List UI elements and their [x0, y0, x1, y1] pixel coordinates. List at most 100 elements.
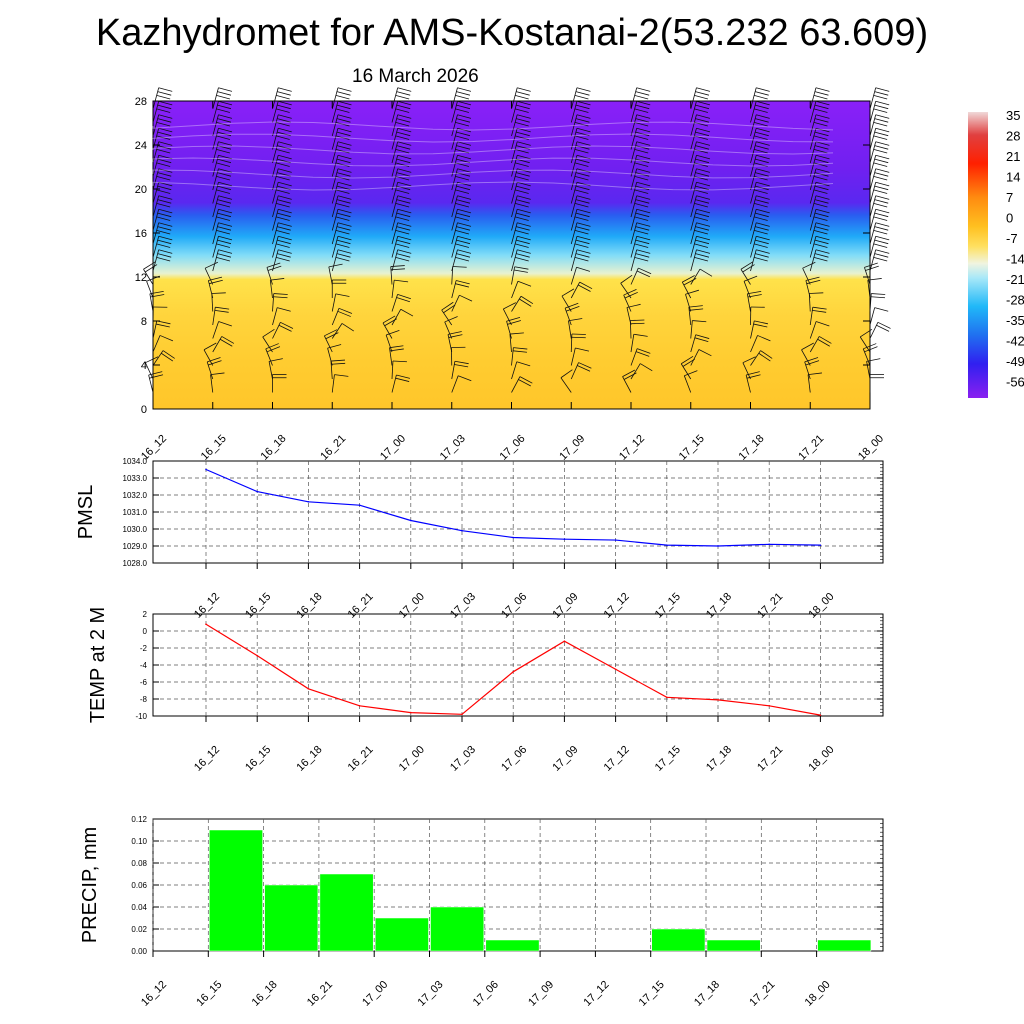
- wind-barb-feather: [755, 172, 769, 177]
- wind-barb-feather: [636, 100, 651, 106]
- wind-barb-feather: [863, 343, 877, 350]
- wind-barb-feather: [695, 91, 710, 96]
- wind-barb-feather: [337, 235, 352, 241]
- wind-barb-feather: [634, 257, 649, 262]
- data-point: [358, 705, 361, 707]
- wind-barb-feather: [457, 249, 472, 254]
- data-point: [256, 490, 259, 493]
- wind-barb-feather: [517, 141, 531, 146]
- wind-barb-feather: [695, 172, 710, 177]
- wind-barb-feather: [276, 162, 290, 167]
- wind-barb-feather: [516, 185, 530, 191]
- wind-barb-feather: [337, 114, 352, 119]
- wind-barb-feather: [875, 222, 890, 227]
- wind-barb-staff: [143, 269, 154, 285]
- wind-barb-feather: [211, 292, 226, 294]
- wind-barb-feather: [814, 131, 829, 137]
- wind-barb-feather: [458, 375, 472, 382]
- wind-barb-feather: [455, 230, 470, 235]
- data-point: [307, 688, 310, 690]
- wind-barb-feather: [278, 235, 292, 241]
- wind-barb-feather: [218, 222, 233, 227]
- colorbar-label: -56: [1006, 375, 1024, 390]
- wind-barb-feather: [755, 131, 769, 137]
- wind-barb-staff: [864, 267, 871, 285]
- data-point: [461, 529, 463, 532]
- wind-barb-feather: [396, 158, 411, 164]
- wind-barb-feather: [817, 338, 830, 347]
- wind-barb-feather: [397, 100, 412, 106]
- wind-barb-feather: [278, 168, 292, 173]
- wind-barb-feather: [216, 230, 231, 235]
- wind-barb-feather: [743, 275, 758, 282]
- wind-barb-feather: [695, 145, 710, 150]
- wind-barb-staff: [152, 236, 160, 258]
- wind-barb-staff: [502, 308, 512, 326]
- wind-barb-feather: [756, 195, 770, 200]
- wind-barb-feather: [394, 279, 409, 283]
- wind-barb-feather: [395, 135, 410, 140]
- wind-barb-feather: [873, 230, 888, 235]
- wind-barb-staff: [268, 361, 273, 380]
- wind-barb-feather: [277, 131, 291, 137]
- wind-barb-feather: [754, 149, 768, 154]
- wind-barb-feather: [156, 149, 171, 154]
- wind-barb-feather: [576, 222, 591, 227]
- precip-bar: [209, 829, 263, 952]
- wind-barb-feather: [635, 185, 650, 191]
- wind-barb-staff: [203, 349, 214, 366]
- wind-barb-feather: [575, 118, 590, 123]
- wind-barb-staff: [690, 268, 701, 285]
- wind-barb-staff: [742, 362, 751, 380]
- wind-barb-staff: [212, 87, 219, 110]
- wind-barb-feather: [516, 361, 531, 367]
- wind-barb-staff: [809, 321, 817, 339]
- wind-barb-feather: [576, 181, 591, 187]
- wind-barb-feather: [635, 351, 650, 357]
- wind-barb-feather: [575, 131, 590, 137]
- wind-barb-feather: [395, 162, 410, 167]
- wind-barb-feather: [158, 181, 173, 187]
- wind-barb-feather: [815, 141, 830, 146]
- wind-barb-feather: [397, 181, 412, 187]
- wind-barb-feather: [756, 87, 770, 92]
- wind-barb-feather: [337, 168, 352, 173]
- wind-barb-feather: [696, 127, 711, 133]
- wind-barb-staff: [506, 321, 512, 339]
- wind-barb-feather: [336, 104, 351, 110]
- wind-barb-feather: [157, 226, 172, 231]
- wind-barb-feather: [574, 189, 589, 194]
- wind-barb-feather: [636, 114, 651, 119]
- wind-barb-feather: [507, 320, 521, 325]
- data-point: [717, 545, 719, 547]
- wind-barb-feather: [336, 131, 351, 137]
- wind-barb-feather: [635, 158, 650, 164]
- wind-barb-feather: [756, 181, 770, 187]
- wind-barb-feather: [338, 307, 353, 314]
- wind-barb-feather: [455, 257, 470, 262]
- x-tick-label: 18_00: [806, 591, 836, 621]
- wind-barb-feather: [517, 280, 532, 287]
- wind-barb-feather: [874, 239, 889, 245]
- wind-barb-feather: [217, 226, 232, 231]
- wind-barb-feather: [210, 372, 225, 376]
- wind-barb-staff: [869, 293, 872, 312]
- x-tick-label: 17_00: [397, 744, 427, 774]
- wind-barb-feather: [806, 279, 821, 285]
- wind-barb-feather: [336, 118, 351, 123]
- wind-barb-feather: [457, 141, 472, 146]
- wind-barb-feather: [754, 122, 768, 127]
- wind-barb-feather: [386, 330, 400, 336]
- x-tick-label: 17_06: [498, 433, 528, 463]
- wind-barb-staff: [685, 294, 692, 312]
- wind-barb-feather: [684, 370, 698, 377]
- wind-barb-feather: [277, 307, 291, 312]
- wind-barb-feather: [161, 352, 174, 362]
- wind-barb-feather: [694, 189, 709, 194]
- x-tick-label: 16_12: [192, 744, 222, 774]
- wind-barb-feather: [455, 149, 470, 154]
- wind-barb-staff: [564, 307, 572, 326]
- wind-barb-feather: [337, 100, 352, 106]
- wind-barb-feather: [873, 216, 888, 221]
- wind-barb-feather: [623, 372, 637, 380]
